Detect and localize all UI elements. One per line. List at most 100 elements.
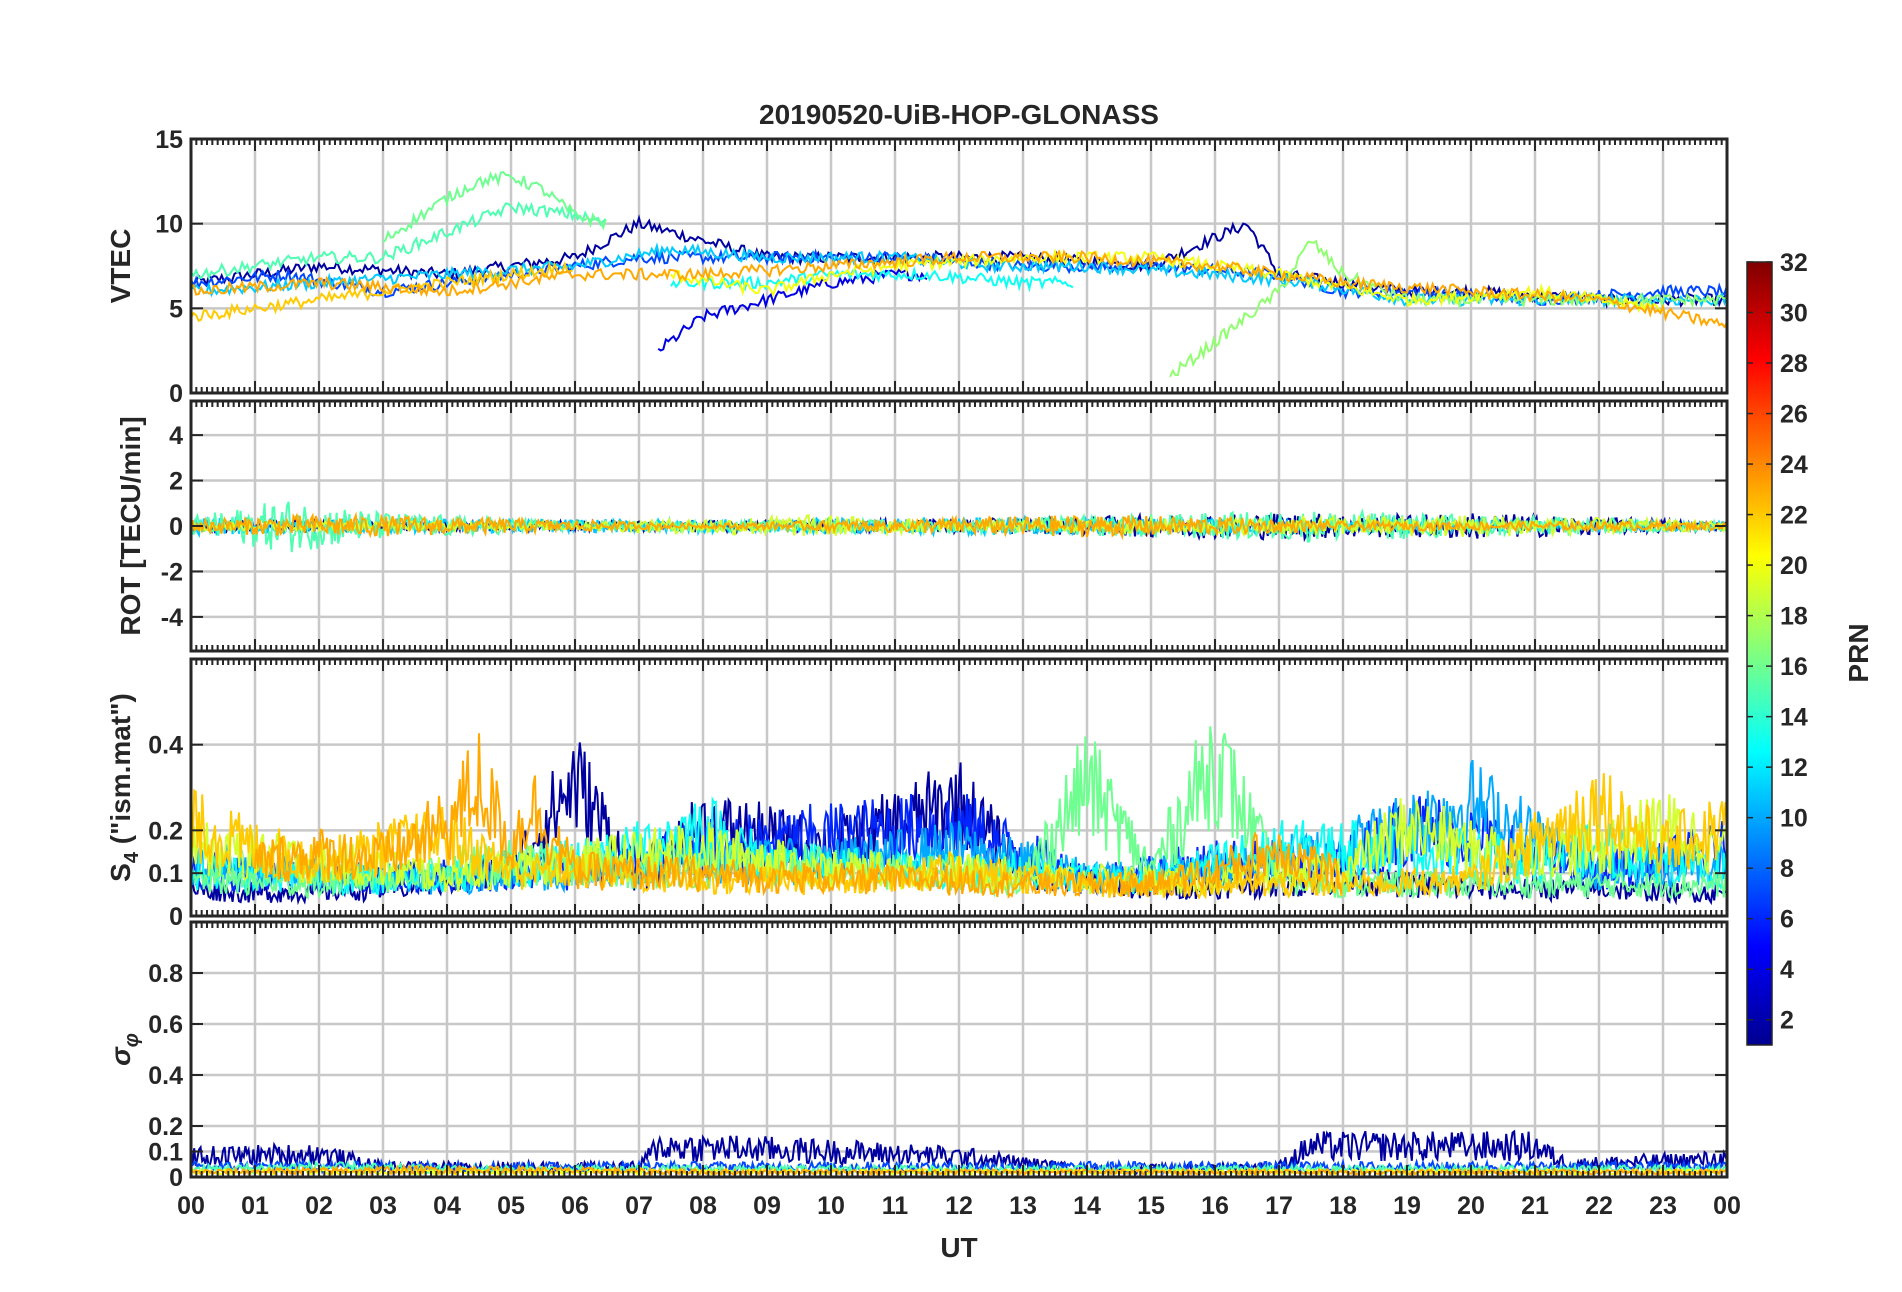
x-tick-label: 06 bbox=[561, 1192, 589, 1220]
y-label-main: σ bbox=[105, 1046, 136, 1066]
series-line-prn-15 bbox=[191, 201, 607, 281]
colorbar-tick-label: 22 bbox=[1780, 502, 1808, 530]
x-tick-label: 05 bbox=[497, 1192, 525, 1220]
series-line-prn-23 bbox=[191, 249, 1727, 329]
colorbar-tick-label: 4 bbox=[1780, 956, 1794, 984]
x-tick-label: 00 bbox=[177, 1192, 205, 1220]
y-tick-label: 0.2 bbox=[148, 817, 183, 845]
y-label-rest: ("ism.mat") bbox=[105, 693, 136, 852]
x-tick-label: 11 bbox=[882, 1192, 909, 1220]
y-tick-label: 0.2 bbox=[148, 1113, 183, 1141]
y-axis-label-vtec: VTEC bbox=[105, 229, 136, 304]
colorbar-tick-label: 6 bbox=[1780, 906, 1794, 934]
y-tick-label: 0.6 bbox=[148, 1011, 183, 1039]
series-line-prn-16 bbox=[382, 171, 607, 243]
x-ticks-rot bbox=[190, 401, 1728, 651]
x-axis-label: UT bbox=[940, 1232, 977, 1263]
x-tick-label: 16 bbox=[1201, 1192, 1229, 1220]
colorbar-tick-label: 8 bbox=[1780, 855, 1794, 883]
colorbar-tick-label: 18 bbox=[1780, 603, 1808, 631]
x-tick-label: 07 bbox=[625, 1192, 653, 1220]
colorbar-tick-label: 14 bbox=[1780, 704, 1808, 732]
colorbar-tick-label: 26 bbox=[1780, 401, 1808, 429]
y-tick-label: 0 bbox=[169, 380, 183, 408]
x-tick-label: 17 bbox=[1265, 1192, 1293, 1220]
y-tick-label: 0.4 bbox=[148, 732, 183, 760]
y-tick-label: 0.4 bbox=[148, 1062, 183, 1090]
x-tick-label: 15 bbox=[1137, 1192, 1165, 1220]
colorbar-tick-label: 10 bbox=[1780, 805, 1808, 833]
series-line-prn-20 bbox=[670, 248, 1663, 314]
series-line-prn-22 bbox=[191, 260, 573, 323]
x-tick-label: 18 bbox=[1329, 1192, 1357, 1220]
series-rot bbox=[191, 501, 1727, 553]
y-tick-label: 15 bbox=[155, 126, 183, 154]
colorbar-tick-label: 16 bbox=[1780, 653, 1808, 681]
series-vtec bbox=[191, 171, 1727, 378]
x-tick-label: 03 bbox=[369, 1192, 397, 1220]
x-tick-label: 01 bbox=[241, 1192, 269, 1220]
panel-rot: -4 -2 0 2 4 ROT [TECU/min] bbox=[115, 399, 1729, 653]
y-axis-label-s4: S4 ("ism.mat") bbox=[105, 693, 143, 882]
series-line-prn-23 bbox=[191, 511, 1727, 541]
y-axis-label-rot: ROT [TECU/min] bbox=[115, 416, 146, 635]
x-tick-label: 13 bbox=[1009, 1192, 1037, 1220]
y-tick-label: 0.1 bbox=[148, 860, 183, 888]
panel-sigma_phi: 00.10.2 0.4 0.6 0.8 σφ bbox=[105, 920, 1729, 1192]
y-tick-label: 5 bbox=[169, 295, 183, 323]
colorbar-tick-label: 28 bbox=[1780, 350, 1808, 378]
colorbar-tick-label: 2 bbox=[1780, 1007, 1794, 1035]
panel-s4: 00.10.20.4S4 ("ism.mat") bbox=[105, 657, 1729, 931]
x-tick-label: 08 bbox=[689, 1192, 717, 1220]
y-label-sub: 4 bbox=[121, 851, 143, 863]
chart-title: 20190520-UiB-HOP-GLONASS bbox=[759, 99, 1159, 130]
y-tick-label: 2 bbox=[169, 468, 183, 496]
series-line-prn-13 bbox=[670, 265, 1074, 293]
x-tick-label: 19 bbox=[1393, 1192, 1421, 1220]
x-tick-label: 23 bbox=[1649, 1192, 1677, 1220]
colorbar-label: PRN bbox=[1843, 623, 1874, 682]
y-tick-label: -2 bbox=[161, 558, 183, 586]
x-ticks-sigma_phi bbox=[190, 922, 1728, 1177]
series-s4 bbox=[191, 726, 1727, 906]
y-label-main: S bbox=[105, 863, 136, 882]
panel-vtec: 0 5 10 15 VTEC bbox=[105, 126, 1729, 408]
y-tick-label: 0 bbox=[169, 513, 183, 541]
x-tick-label: 10 bbox=[817, 1192, 845, 1220]
y-tick-label: 10 bbox=[155, 211, 183, 239]
series-line-prn-4 bbox=[657, 268, 928, 352]
y-axis-label-sigma_phi: σφ bbox=[105, 1033, 143, 1066]
x-tick-label: 02 bbox=[305, 1192, 333, 1220]
grid-sigma_phi bbox=[189, 922, 1729, 1179]
colorbar-tick-label: 12 bbox=[1780, 754, 1808, 782]
y-tick-label: 0.1 bbox=[148, 1139, 183, 1167]
x-tick-label: 14 bbox=[1073, 1192, 1101, 1220]
y-tick-label: 0 bbox=[169, 1164, 183, 1192]
x-tick-label: 22 bbox=[1585, 1192, 1613, 1220]
x-tick-labels: 00 01 02 03 04 05 06 07 08 09 10 11 12 13 14 15 16 17 18 19… bbox=[177, 1192, 1741, 1220]
x-tick-label: 04 bbox=[433, 1192, 461, 1220]
colorbar-tick-label: 20 bbox=[1780, 552, 1808, 580]
x-tick-label: 12 bbox=[945, 1192, 973, 1220]
y-label-sub: φ bbox=[121, 1033, 143, 1047]
x-tick-label: 00 bbox=[1713, 1192, 1741, 1220]
colorbar-tick-label: 30 bbox=[1780, 300, 1808, 328]
series-line-prn-22 bbox=[191, 773, 1727, 900]
x-tick-label: 09 bbox=[753, 1192, 781, 1220]
x-ticks-s4 bbox=[190, 659, 1728, 916]
x-tick-label: 21 bbox=[1521, 1192, 1549, 1220]
y-tick-label: 4 bbox=[169, 422, 183, 450]
series-line-prn-23 bbox=[254, 733, 1343, 900]
y-tick-label: -4 bbox=[161, 604, 183, 632]
colorbar-tick-label: 32 bbox=[1780, 249, 1808, 277]
series-line-prn-11 bbox=[191, 514, 1727, 539]
colorbar-tick-label: 24 bbox=[1780, 451, 1808, 479]
x-tick-label: 20 bbox=[1457, 1192, 1485, 1220]
x-ticks-vtec bbox=[190, 139, 1728, 393]
y-tick-label: 0.8 bbox=[148, 960, 183, 988]
colorbar-gradient bbox=[1746, 261, 1773, 1046]
